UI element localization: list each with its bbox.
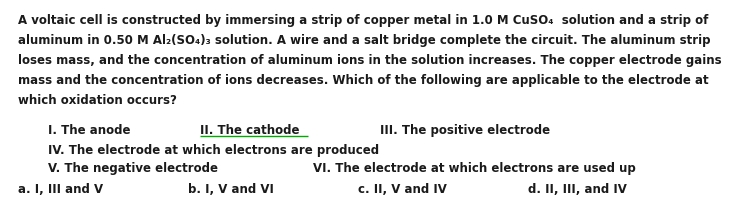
Text: loses mass, and the concentration of aluminum ions in the solution increases. Th: loses mass, and the concentration of alu… (18, 54, 722, 67)
Text: d. II, III, and IV: d. II, III, and IV (528, 183, 627, 196)
Text: I. The anode: I. The anode (48, 124, 130, 137)
Text: mass and the concentration of ions decreases. Which of the following are applica: mass and the concentration of ions decre… (18, 74, 708, 87)
Text: V. The negative electrode: V. The negative electrode (48, 162, 218, 175)
Text: A voltaic cell is constructed by immersing a strip of copper metal in 1.0 M CuSO: A voltaic cell is constructed by immersi… (18, 14, 708, 27)
Text: aluminum in 0.50 M Al₂(SO₄)₃ solution. A wire and a salt bridge complete the cir: aluminum in 0.50 M Al₂(SO₄)₃ solution. A… (18, 34, 711, 47)
Text: which oxidation occurs?: which oxidation occurs? (18, 94, 177, 107)
Text: c. II, V and IV: c. II, V and IV (358, 183, 447, 196)
Text: VI. The electrode at which electrons are used up: VI. The electrode at which electrons are… (313, 162, 636, 175)
Text: II. The cathode: II. The cathode (200, 124, 299, 137)
Text: b. I, V and VI: b. I, V and VI (188, 183, 274, 196)
Text: IV. The electrode at which electrons are produced: IV. The electrode at which electrons are… (48, 144, 379, 157)
Text: III. The positive electrode: III. The positive electrode (380, 124, 550, 137)
Text: a. I, III and V: a. I, III and V (18, 183, 103, 196)
